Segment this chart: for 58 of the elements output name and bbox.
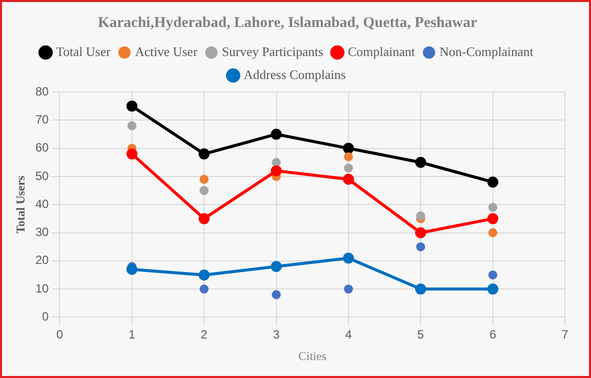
- legend-label: Active User: [134, 44, 198, 59]
- point: [416, 211, 426, 220]
- point: [344, 152, 353, 162]
- point: [270, 261, 282, 272]
- point: [415, 156, 426, 168]
- point: [272, 290, 281, 300]
- point: [126, 148, 138, 160]
- point: [487, 213, 498, 224]
- legend-label: Complainant: [348, 44, 416, 59]
- chart-title: Karachi,Hyderabad, Lahore, Islamabad, Quetta, Peshawar: [98, 14, 478, 31]
- point: [342, 142, 354, 154]
- point: [200, 284, 209, 294]
- point: [487, 176, 498, 188]
- point: [415, 227, 426, 238]
- x-tick-label: 5: [417, 328, 424, 342]
- point: [488, 228, 498, 238]
- point: [200, 186, 209, 196]
- legend-label: Address Complains: [244, 66, 346, 82]
- legend-label: Non-Complainant: [440, 44, 534, 59]
- point: [488, 270, 498, 280]
- x-tick-label: 3: [272, 328, 280, 342]
- y-tick-label: 10: [35, 281, 50, 296]
- x-tick-label: 1: [128, 328, 136, 342]
- point: [415, 284, 426, 295]
- point: [198, 213, 210, 224]
- y-tick-label: 70: [35, 112, 50, 126]
- point: [270, 165, 282, 176]
- x-tick-label: 0: [56, 328, 64, 342]
- legend-label: Total User: [56, 44, 112, 59]
- y-tick-label: 30: [35, 225, 50, 240]
- point: [126, 264, 138, 275]
- point: [198, 148, 210, 160]
- point: [126, 100, 138, 112]
- x-tick-label: 4: [345, 328, 352, 342]
- y-tick-label: 0: [42, 310, 50, 324]
- point: [272, 158, 281, 167]
- point: [127, 121, 136, 130]
- point: [416, 242, 426, 252]
- y-tick-label: 80: [35, 84, 50, 98]
- x-tick-label: 7: [562, 328, 569, 342]
- point: [200, 174, 209, 184]
- y-axis-title: Total Users: [13, 175, 28, 234]
- point: [342, 252, 354, 264]
- y-tick-label: 50: [35, 168, 50, 183]
- x-tick-label: 2: [200, 328, 208, 342]
- point: [487, 284, 498, 295]
- y-tick-label: 60: [35, 140, 50, 155]
- x-tick-label: 6: [489, 328, 496, 342]
- point: [488, 202, 498, 212]
- point: [270, 128, 282, 140]
- point: [344, 284, 353, 294]
- y-tick-label: 40: [35, 196, 50, 211]
- legend-label: Survey Participants: [222, 44, 324, 59]
- y-tick-label: 20: [35, 253, 50, 268]
- point: [344, 164, 353, 173]
- x-axis-title: Cities: [298, 348, 327, 363]
- point: [342, 174, 354, 185]
- point: [198, 269, 210, 280]
